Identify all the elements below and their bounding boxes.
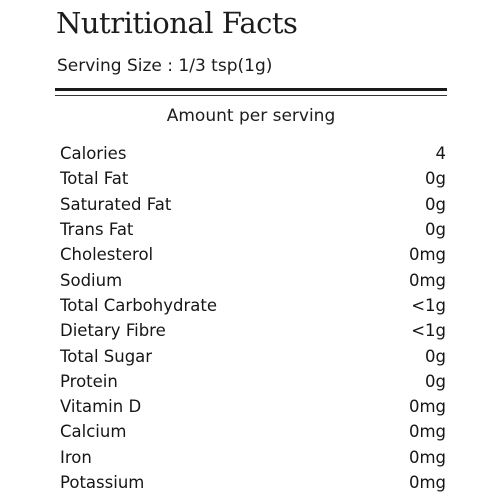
nutrient-row-vitamin-d: Vitamin D 0mg (60, 394, 446, 419)
nutrient-value: 0mg (408, 270, 446, 290)
nutrient-value: 0g (425, 194, 446, 214)
thick-divider (55, 88, 447, 91)
nutrient-value: 0g (425, 169, 446, 189)
nutrient-name: Total Sugar (60, 346, 153, 366)
nutrient-value: 0g (425, 346, 446, 366)
nutrient-name: Protein (60, 371, 118, 391)
nutrient-name: Sodium (60, 270, 123, 290)
nutrient-value: 0mg (408, 397, 446, 417)
nutrient-table: Calories 4 Total Fat 0g Saturated Fat 0g… (60, 141, 446, 495)
nutrient-name: Trans Fat (60, 220, 134, 240)
nutrient-name: Iron (60, 447, 92, 467)
nutrient-name: Calories (60, 144, 127, 164)
nutrient-value: 0mg (408, 447, 446, 467)
nutrient-row-protein: Protein 0g (60, 369, 446, 394)
nutrient-row-total-sugar: Total Sugar 0g (60, 343, 446, 368)
nutrient-value: 4 (435, 144, 447, 164)
nutrient-name: Total Carbohydrate (60, 295, 217, 315)
nutrient-row-total-carbohydrate: Total Carbohydrate <1g (60, 293, 446, 318)
nutrient-name: Saturated Fat (60, 194, 172, 214)
nutrient-value: 0g (425, 371, 446, 391)
thin-divider (55, 95, 447, 96)
nutrient-value: 0mg (408, 422, 446, 442)
nutrient-row-total-fat: Total Fat 0g (60, 166, 446, 191)
nutrient-row-trans-fat: Trans Fat 0g (60, 217, 446, 242)
serving-size: Serving Size : 1/3 tsp(1g) (57, 56, 273, 76)
nutrient-row-saturated-fat: Saturated Fat 0g (60, 192, 446, 217)
label-title: Nutritional Facts (56, 6, 298, 40)
nutrient-name: Dietary Fibre (60, 321, 166, 341)
nutrient-row-cholesterol: Cholesterol 0mg (60, 242, 446, 267)
nutrient-name: Total Fat (60, 169, 129, 189)
nutrient-name: Vitamin D (60, 397, 142, 417)
nutrient-value: <1g (411, 321, 446, 341)
nutrient-row-calories: Calories 4 (60, 141, 446, 166)
nutrient-row-calcium: Calcium 0mg (60, 419, 446, 444)
nutrient-row-sodium: Sodium 0mg (60, 267, 446, 292)
nutrient-value: 0g (425, 220, 446, 240)
nutrient-row-potassium: Potassium 0mg (60, 470, 446, 495)
nutrient-row-iron: Iron 0mg (60, 445, 446, 470)
nutrient-value: 0mg (408, 473, 446, 492)
nutrient-name: Potassium (60, 473, 145, 492)
nutrient-name: Calcium (60, 422, 127, 442)
nutrient-value: 0mg (408, 245, 446, 265)
nutrient-value: <1g (411, 295, 446, 315)
nutrient-row-dietary-fibre: Dietary Fibre <1g (60, 318, 446, 343)
amount-per-serving-header: Amount per serving (166, 106, 336, 126)
nutrient-name: Cholesterol (60, 245, 154, 265)
